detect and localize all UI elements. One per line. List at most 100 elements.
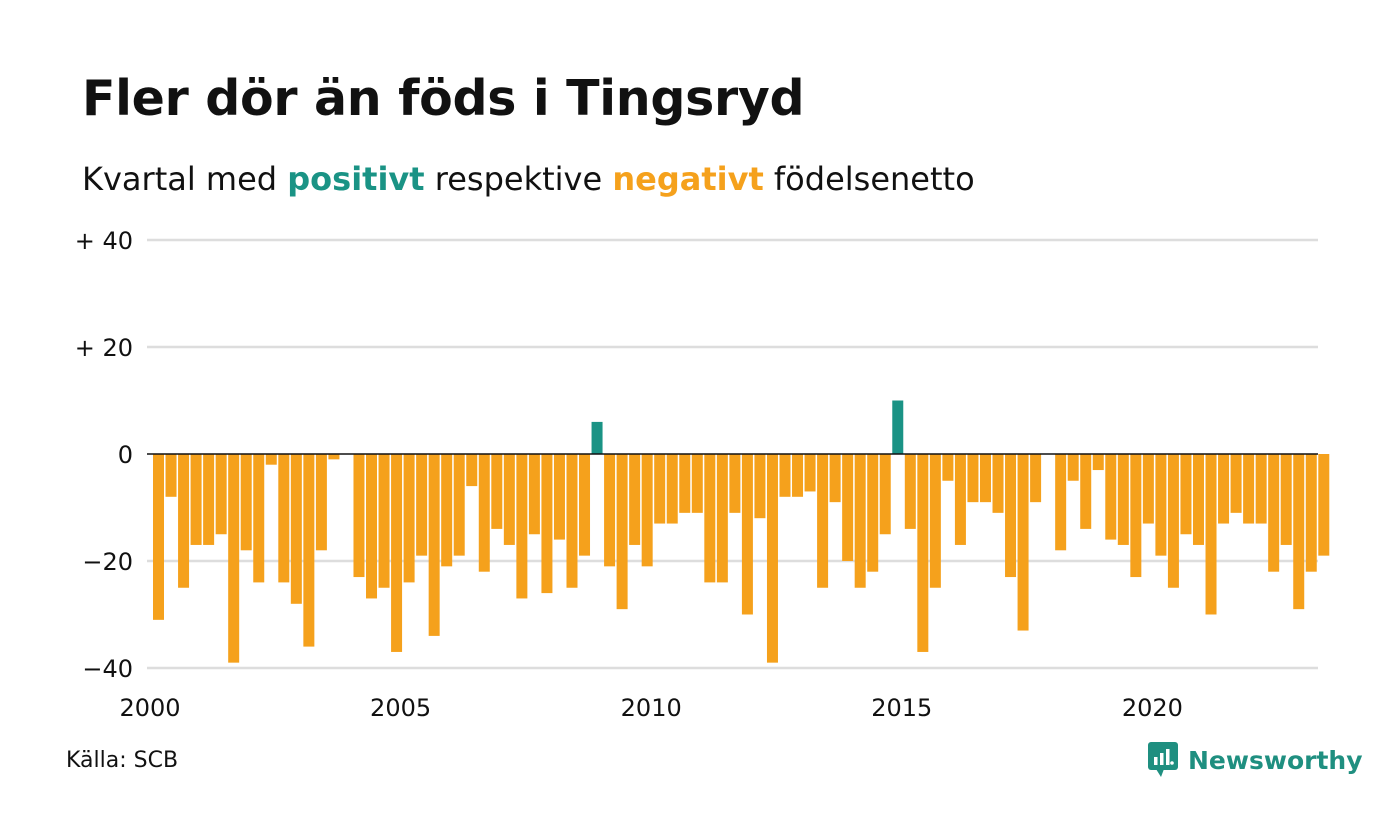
gridlines	[147, 238, 1318, 670]
brand-name: Newsworthy	[1188, 745, 1363, 775]
bar	[754, 454, 766, 519]
y-tick-label: + 40	[75, 227, 133, 255]
bar	[1105, 454, 1117, 540]
bar	[403, 454, 415, 583]
bar	[516, 454, 528, 599]
bar	[441, 454, 453, 567]
bar	[378, 454, 390, 588]
bar	[391, 454, 403, 652]
subtitle-middle: respektive	[424, 160, 613, 198]
bar	[666, 454, 678, 524]
subtitle-negative: negativt	[612, 160, 764, 198]
bar	[929, 454, 941, 588]
bar	[641, 454, 653, 567]
bar	[591, 421, 603, 454]
bar	[942, 454, 954, 481]
bar	[416, 454, 428, 556]
bar	[654, 454, 666, 524]
bar	[804, 454, 816, 492]
bar	[553, 454, 565, 540]
bar	[604, 454, 616, 567]
bar	[1155, 454, 1167, 556]
source-note: Källa: SCB	[66, 748, 179, 773]
bar	[1030, 454, 1042, 503]
subtitle-suffix: födelsenetto	[763, 160, 975, 198]
bar	[1167, 454, 1179, 588]
bar	[704, 454, 716, 583]
bar	[1243, 454, 1255, 524]
bar	[1280, 454, 1292, 545]
bar	[729, 454, 741, 513]
bar	[453, 454, 465, 556]
bar	[1218, 454, 1230, 524]
bar	[466, 454, 478, 487]
bar	[879, 454, 891, 535]
bar	[1005, 454, 1017, 578]
bar	[992, 454, 1004, 513]
bar	[1293, 454, 1305, 610]
bar	[278, 454, 290, 583]
bar	[315, 454, 327, 551]
x-tick-label: 2015	[871, 694, 932, 722]
bar	[366, 454, 378, 599]
newsworthy-brand[interactable]: Newsworthy	[1148, 742, 1363, 778]
bar	[917, 454, 929, 652]
bar	[679, 454, 691, 513]
x-tick-label: 2020	[1122, 694, 1183, 722]
x-tick-label: 2000	[119, 694, 180, 722]
bar	[1318, 454, 1330, 556]
bar	[428, 454, 440, 636]
bar	[979, 454, 991, 503]
subtitle-prefix: Kvartal med	[82, 160, 288, 198]
bar	[716, 454, 728, 583]
bar	[1305, 454, 1317, 572]
y-tick-label: −20	[82, 548, 133, 576]
bar	[829, 454, 841, 503]
bar	[817, 454, 829, 588]
bar	[265, 454, 277, 465]
bar	[353, 454, 365, 578]
bar	[1055, 454, 1067, 551]
bar	[165, 454, 177, 497]
bar	[629, 454, 641, 545]
chart-subtitle: Kvartal med positivt respektive negativt…	[82, 160, 975, 198]
bar	[1017, 454, 1029, 631]
bar	[203, 454, 215, 545]
x-tick-label: 2010	[621, 694, 682, 722]
bar	[1205, 454, 1217, 615]
bar	[1180, 454, 1192, 535]
bar	[779, 454, 791, 497]
bar	[1067, 454, 1079, 481]
bar	[528, 454, 540, 535]
x-axis-ticks: 2000 2005 2010 2015 2020	[119, 694, 1182, 722]
bar	[1268, 454, 1280, 572]
bar	[892, 400, 904, 454]
bar	[904, 454, 916, 529]
bar	[303, 454, 315, 647]
bar	[290, 454, 302, 604]
bar	[1142, 454, 1154, 524]
bar	[541, 454, 553, 594]
newsworthy-logo-icon	[1148, 742, 1178, 777]
bar	[253, 454, 265, 583]
bar	[854, 454, 866, 588]
bar	[478, 454, 490, 572]
bar	[215, 454, 227, 535]
bar	[616, 454, 628, 610]
y-tick-label: + 20	[75, 334, 133, 362]
y-tick-label: 0	[118, 441, 133, 469]
bar	[1117, 454, 1129, 545]
bar	[967, 454, 979, 503]
bar	[503, 454, 515, 545]
bar	[741, 454, 753, 615]
y-tick-label: −40	[82, 655, 133, 683]
bars	[153, 400, 1330, 663]
bar	[178, 454, 190, 588]
bar	[491, 454, 503, 529]
bar	[1230, 454, 1242, 513]
bar	[842, 454, 854, 561]
bar	[954, 454, 966, 545]
bar	[328, 454, 340, 460]
bar	[1255, 454, 1267, 524]
